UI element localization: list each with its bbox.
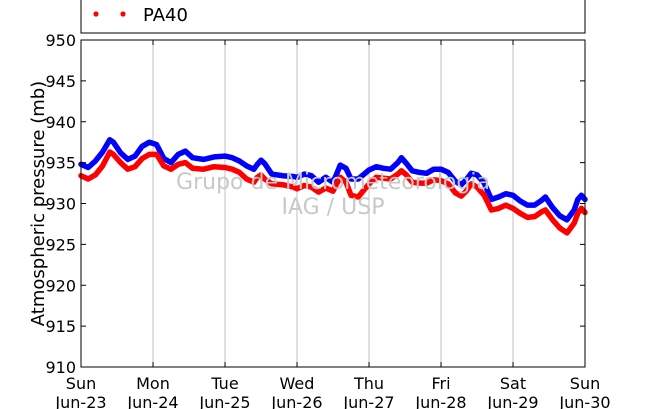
x-tick-label-day-2: Tue <box>210 374 238 393</box>
x-tick-label-date-3: Jun-26 <box>270 393 322 409</box>
y-tick-label-5: 935 <box>45 154 76 173</box>
x-tick-label-date-6: Jun-29 <box>486 393 538 409</box>
x-tick-label-day-7: Sun <box>570 374 600 393</box>
series-line-1 <box>78 149 588 236</box>
x-tick-label-date-7: Jun-30 <box>558 393 610 409</box>
x-tick-label-date-2: Jun-25 <box>198 393 250 409</box>
x-tick-label-day-6: Sat <box>500 374 526 393</box>
legend-marker-dot-2 <box>120 11 126 17</box>
legend-marker-dot-1 <box>93 11 99 17</box>
x-tick-label-day-1: Mon <box>136 374 170 393</box>
y-tick-label-1: 915 <box>45 317 76 336</box>
watermark-line-1: Grupo de Micrometeorologia <box>176 170 490 195</box>
y-tick-label-7: 945 <box>45 72 76 91</box>
watermark-line-2: IAG / USP <box>282 195 385 220</box>
x-tick-label-date-4: Jun-27 <box>342 393 394 409</box>
gridlines <box>152 40 514 367</box>
legend-box <box>80 0 586 34</box>
x-tick-label-date-1: Jun-24 <box>126 393 178 409</box>
y-tick-label-6: 940 <box>45 113 76 132</box>
y-tick-label-3: 925 <box>45 235 76 254</box>
y-tick-label-4: 930 <box>45 195 76 214</box>
x-tick-label-day-5: Fri <box>431 374 450 393</box>
x-tick-label-day-0: Sun <box>66 374 96 393</box>
legend-label-pa40: PA40 <box>143 5 188 26</box>
axis-ticks: SunJun-23MonJun-24TueJun-25WedJun-26ThuJ… <box>45 31 610 409</box>
series-line-0 <box>78 136 588 223</box>
series-lines <box>78 136 588 236</box>
x-tick-label-date-5: Jun-28 <box>414 393 466 409</box>
y-axis-title: Atmospheric pressure (mb) <box>28 81 49 326</box>
x-tick-label-day-4: Thu <box>353 374 384 393</box>
y-tick-label-0: 910 <box>45 358 76 377</box>
y-tick-label-2: 920 <box>45 276 76 295</box>
y-tick-label-8: 950 <box>45 31 76 50</box>
x-tick-label-day-3: Wed <box>280 374 315 393</box>
x-tick-label-date-0: Jun-23 <box>54 393 106 409</box>
